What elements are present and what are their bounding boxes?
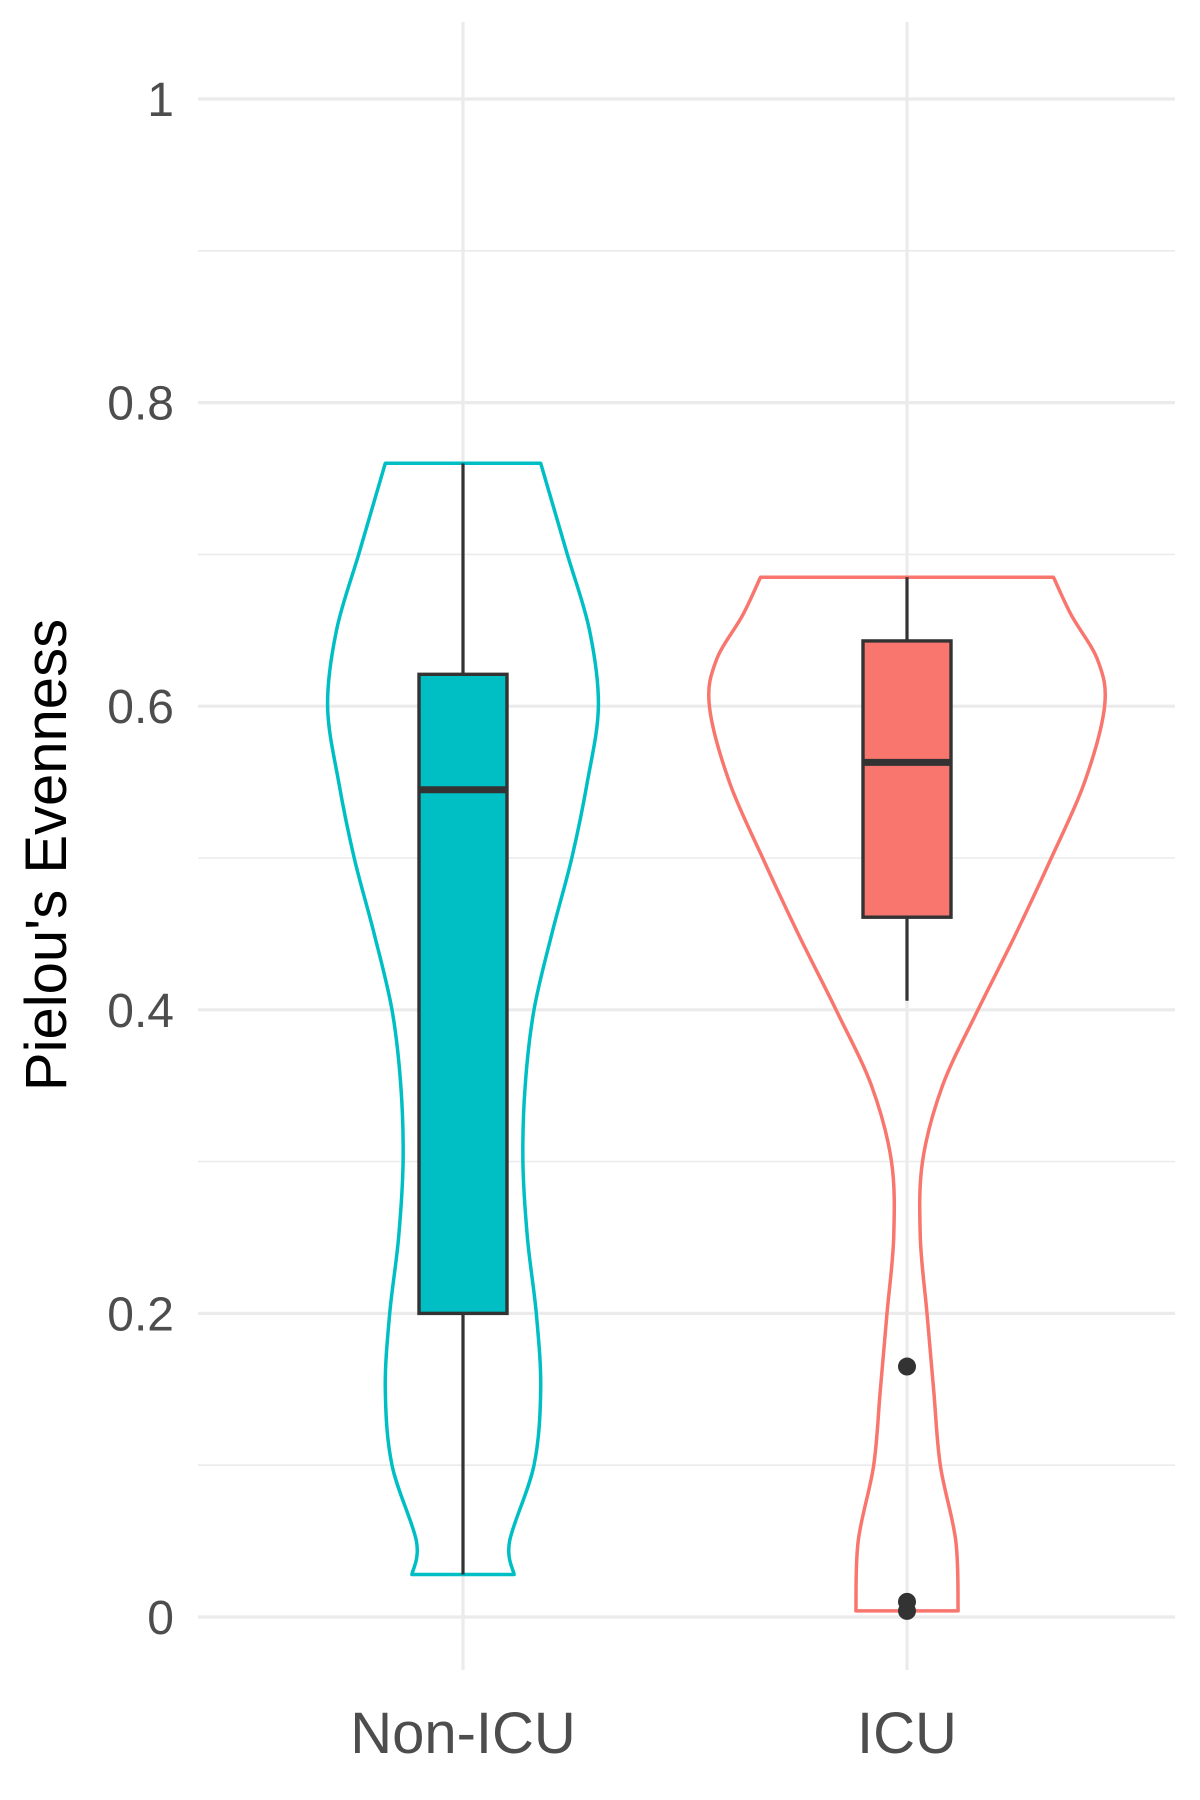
outlier-point — [898, 1357, 916, 1376]
y-tick-labels: 0 0.2 0.4 0.6 0.8 1 — [107, 74, 174, 1645]
y-tick-label: 0 — [147, 1592, 174, 1645]
y-tick-label: 0.6 — [107, 681, 174, 734]
y-tick-label: 0.8 — [107, 378, 174, 431]
box-layer — [417, 463, 953, 1575]
outlier-point — [898, 1601, 916, 1620]
y-tick-label: 0.2 — [107, 1288, 174, 1341]
violin-non-icu — [325, 461, 601, 1577]
violin-icu — [706, 575, 1108, 1613]
box-non-icu — [417, 672, 509, 1316]
y-axis-title: Pielou's Evenness — [14, 619, 79, 1091]
x-tick-label: ICU — [857, 1701, 957, 1766]
x-tick-label: Non-ICU — [350, 1701, 576, 1766]
x-tick-labels: Non-ICU ICU — [350, 1701, 957, 1766]
y-tick-label: 1 — [147, 74, 174, 127]
y-tick-label: 0.4 — [107, 985, 174, 1038]
grid-layer — [198, 22, 1175, 1670]
box-icu — [861, 639, 953, 919]
violin-layer — [325, 461, 1108, 1613]
outlier-layer — [898, 1357, 916, 1620]
